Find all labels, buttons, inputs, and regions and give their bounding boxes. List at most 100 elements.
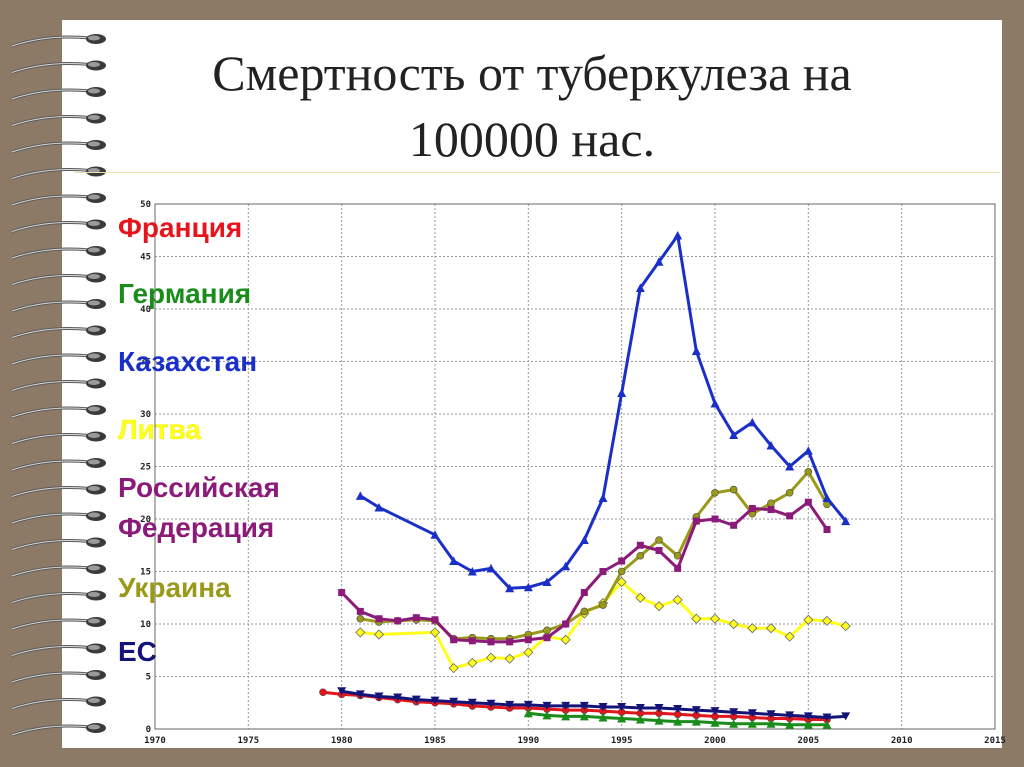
data-point [785, 711, 795, 720]
data-point [617, 714, 627, 723]
data-point [467, 698, 477, 707]
data-point [374, 502, 384, 512]
data-point [767, 506, 775, 514]
data-point [598, 702, 608, 711]
data-point [356, 614, 365, 623]
data-point [822, 713, 832, 722]
spiral-ring [11, 246, 106, 260]
x-tick-label: 1990 [517, 736, 539, 746]
data-point [394, 617, 402, 625]
series-5 [356, 467, 831, 643]
data-point [729, 485, 738, 494]
data-point [747, 623, 758, 634]
data-point [730, 521, 738, 529]
data-point [524, 636, 532, 644]
data-point [636, 551, 645, 560]
spiral-ring [11, 87, 106, 101]
spiral-ring [11, 696, 106, 710]
data-point [487, 638, 495, 646]
legend-russia-line1: Российская [118, 472, 280, 503]
data-point [337, 687, 347, 696]
data-point [635, 283, 645, 292]
y-tick-label: 5 [146, 673, 151, 683]
y-tick-label: 35 [140, 358, 151, 368]
data-point [785, 462, 795, 471]
x-tick-label: 1980 [331, 736, 353, 746]
data-point [710, 399, 720, 408]
legend-france: Франция [118, 212, 243, 243]
data-point [430, 530, 440, 539]
data-point [598, 493, 608, 502]
legend-germany: Германия [118, 278, 252, 309]
data-point [430, 696, 440, 705]
data-point [319, 688, 327, 697]
spiral-ring [11, 643, 106, 657]
data-point [786, 512, 794, 520]
data-point [691, 706, 701, 715]
data-point [373, 629, 385, 640]
spiral-ring [11, 193, 106, 207]
plot-frame [154, 203, 996, 730]
data-point [691, 613, 702, 624]
legend-ukraine: Украина [118, 572, 231, 603]
series-line [341, 689, 846, 719]
data-point [598, 712, 608, 722]
spiral-ring [11, 670, 106, 684]
data-point [543, 626, 551, 635]
data-point [542, 577, 552, 586]
data-point [616, 576, 627, 588]
legend-russia-line2: Федерация [118, 512, 275, 543]
series-4 [338, 498, 831, 646]
spiral-ring [11, 431, 106, 445]
data-point [654, 257, 664, 266]
x-tick-label: 1995 [611, 736, 633, 746]
spiral-ring [11, 723, 106, 737]
data-point [486, 699, 496, 708]
series-line [360, 470, 829, 641]
data-point [579, 701, 589, 710]
data-point [672, 594, 683, 605]
x-tick-label: 1970 [144, 736, 166, 746]
data-point [692, 517, 700, 525]
data-point [823, 526, 831, 533]
data-point [841, 516, 851, 526]
data-point [785, 488, 794, 497]
data-point [485, 652, 497, 663]
title-underline [75, 172, 1000, 173]
slide-title: Смертность от туберкулеза на 100000 нас. [62, 40, 1002, 172]
data-point [338, 589, 346, 596]
data-point [617, 702, 627, 711]
spiral-ring [11, 60, 106, 74]
data-point [765, 623, 777, 634]
data-point [523, 708, 533, 718]
spiral-ring [11, 272, 106, 286]
data-point [543, 634, 551, 642]
data-point [767, 499, 775, 508]
data-point [523, 700, 533, 709]
spiral-ring [11, 405, 106, 419]
spiral-ring [11, 537, 106, 551]
data-point [655, 536, 663, 544]
series-3 [355, 576, 851, 674]
data-point [785, 720, 795, 729]
data-point [821, 615, 833, 626]
data-point [505, 700, 515, 709]
data-point [580, 607, 589, 616]
data-point [374, 692, 384, 701]
legend-lithuania: Литва [118, 414, 201, 445]
spiral-binding [11, 34, 106, 737]
data-point [711, 515, 719, 523]
data-point [580, 589, 588, 596]
data-point [579, 535, 589, 544]
data-point [448, 663, 459, 674]
data-point [561, 561, 571, 571]
data-point [636, 541, 644, 549]
y-tick-label: 50 [140, 200, 151, 210]
legend-kazakhstan: Казахстан [118, 346, 258, 377]
data-point [617, 388, 627, 397]
spiral-ring [11, 511, 106, 525]
data-point [674, 564, 682, 572]
y-tick-label: 30 [140, 410, 151, 420]
spiral-ring [11, 564, 106, 578]
data-point [356, 607, 364, 615]
